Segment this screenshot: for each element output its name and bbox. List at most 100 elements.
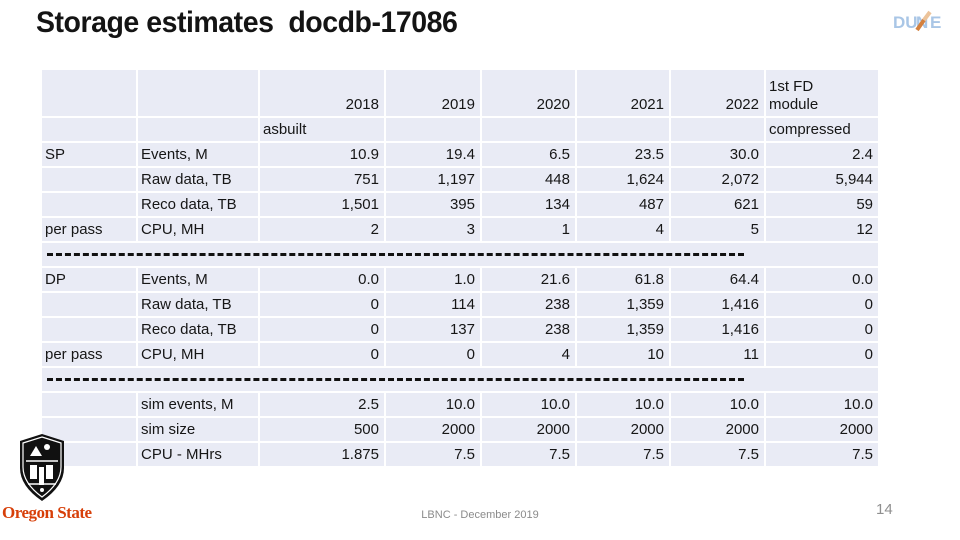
storage-table-body: SP Events, M 10.9 19.4 6.5 23.5 30.0 2.4 Raw dat…: [42, 143, 878, 466]
dune-logo-e: E: [930, 13, 941, 32]
value-cell: 0: [260, 293, 384, 316]
year-header-2019: 2019: [386, 70, 480, 116]
value-cell: 4: [577, 218, 669, 241]
table-row: sim size 500 2000 2000 2000 2000 2000: [42, 418, 878, 441]
value-cell: 395: [386, 193, 480, 216]
value-cell: 1,501: [260, 193, 384, 216]
value-cell: 1,416: [671, 318, 764, 341]
value-cell: 114: [386, 293, 480, 316]
table-row: Raw data, TB 0 114 238 1,359 1,416 0: [42, 293, 878, 316]
value-cell: 19.4: [386, 143, 480, 166]
group-cell: [42, 318, 136, 341]
value-cell: 61.8: [577, 268, 669, 291]
value-cell: 2000: [577, 418, 669, 441]
value-cell: 10: [577, 343, 669, 366]
footer-text: LBNC - December 2019: [421, 509, 539, 521]
value-cell: 1,359: [577, 318, 669, 341]
metric-label-cell: Raw data, TB: [138, 168, 258, 191]
page-title: Storage estimates docdb-17086: [36, 6, 458, 39]
value-cell: 5: [671, 218, 764, 241]
value-cell: 7.5: [766, 443, 878, 466]
value-cell: 137: [386, 318, 480, 341]
storage-estimates-table: 2018 2019 2020 2021 2022 1st FD module a…: [40, 68, 880, 468]
metric-label-cell: sim events, M: [138, 393, 258, 416]
year-header-2020: 2020: [482, 70, 575, 116]
group-cell: per pass: [42, 343, 136, 366]
value-cell: 10.0: [386, 393, 480, 416]
dune-logo-du: DU: [893, 13, 918, 32]
value-cell: 3: [386, 218, 480, 241]
table-row: sim events, M 2.5 10.0 10.0 10.0 10.0 10.0: [42, 393, 878, 416]
dune-logo-track-upper: [922, 10, 932, 22]
table-row: Reco data, TB 1,501 395 134 487 621 59: [42, 193, 878, 216]
metric-label-cell: Events, M: [138, 268, 258, 291]
value-cell: 7.5: [386, 443, 480, 466]
dashed-line: [47, 253, 744, 256]
subheader-empty-cell: [42, 118, 136, 141]
table-row: per pass CPU, MH 2 3 1 4 5 12: [42, 218, 878, 241]
value-cell: 448: [482, 168, 575, 191]
value-cell: 10.0: [482, 393, 575, 416]
table-subheader-row: asbuilt compressed: [42, 118, 878, 141]
metric-label-cell: Reco data, TB: [138, 193, 258, 216]
group-cell: [42, 443, 136, 466]
value-cell: 2000: [482, 418, 575, 441]
value-cell: 1.0: [386, 268, 480, 291]
first-fd-header-line2: module: [769, 96, 819, 113]
value-cell: 64.4: [671, 268, 764, 291]
value-cell: 7.5: [671, 443, 764, 466]
group-cell: [42, 193, 136, 216]
group-cell: [42, 418, 136, 441]
value-cell: 10.9: [260, 143, 384, 166]
value-cell: 0: [260, 318, 384, 341]
separator-row: [42, 243, 878, 266]
value-cell: 134: [482, 193, 575, 216]
value-cell: 1: [482, 218, 575, 241]
value-cell: 7.5: [482, 443, 575, 466]
dashed-line: [47, 378, 744, 381]
year-header-2021: 2021: [577, 70, 669, 116]
group-cell: SP: [42, 143, 136, 166]
table-row: Raw data, TB 751 1,197 448 1,624 2,072 5,944: [42, 168, 878, 191]
metric-label-cell: CPU, MH: [138, 343, 258, 366]
group-cell: [42, 393, 136, 416]
value-cell: 23.5: [577, 143, 669, 166]
value-cell: 59: [766, 193, 878, 216]
first-fd-header-line1: 1st FD: [769, 78, 814, 95]
value-cell: 0: [260, 343, 384, 366]
table-header-row: 2018 2019 2020 2021 2022 1st FD module: [42, 70, 878, 116]
value-cell: 2.4: [766, 143, 878, 166]
value-cell: 487: [577, 193, 669, 216]
header-empty-cell: [42, 70, 136, 116]
value-cell: 0: [766, 318, 878, 341]
value-cell: 621: [671, 193, 764, 216]
dashed-separator: [42, 368, 878, 391]
group-cell: [42, 293, 136, 316]
value-cell: 11: [671, 343, 764, 366]
value-cell: 2000: [671, 418, 764, 441]
value-cell: 1,197: [386, 168, 480, 191]
value-cell: 238: [482, 293, 575, 316]
table-row: CPU - MHrs 1.875 7.5 7.5 7.5 7.5 7.5: [42, 443, 878, 466]
value-cell: 10.0: [766, 393, 878, 416]
value-cell: 238: [482, 318, 575, 341]
header-empty-cell: [138, 70, 258, 116]
compressed-label: compressed: [766, 118, 878, 141]
subheader-empty-cell: [671, 118, 764, 141]
table-row: per pass CPU, MH 0 0 4 10 11 0: [42, 343, 878, 366]
separator-row: [42, 368, 878, 391]
metric-label-cell: CPU - MHrs: [138, 443, 258, 466]
subheader-empty-cell: [138, 118, 258, 141]
metric-label-cell: Events, M: [138, 143, 258, 166]
value-cell: 10.0: [577, 393, 669, 416]
oregon-state-crest-icon: [20, 434, 64, 501]
subheader-empty-cell: [482, 118, 575, 141]
table-row: Reco data, TB 0 137 238 1,359 1,416 0: [42, 318, 878, 341]
value-cell: 2000: [766, 418, 878, 441]
value-cell: 2: [260, 218, 384, 241]
year-header-2022: 2022: [671, 70, 764, 116]
value-cell: 30.0: [671, 143, 764, 166]
dune-logo-track-lower: [915, 18, 926, 32]
metric-label-cell: Reco data, TB: [138, 318, 258, 341]
table-row: DP Events, M 0.0 1.0 21.6 61.8 64.4 0.0: [42, 268, 878, 291]
